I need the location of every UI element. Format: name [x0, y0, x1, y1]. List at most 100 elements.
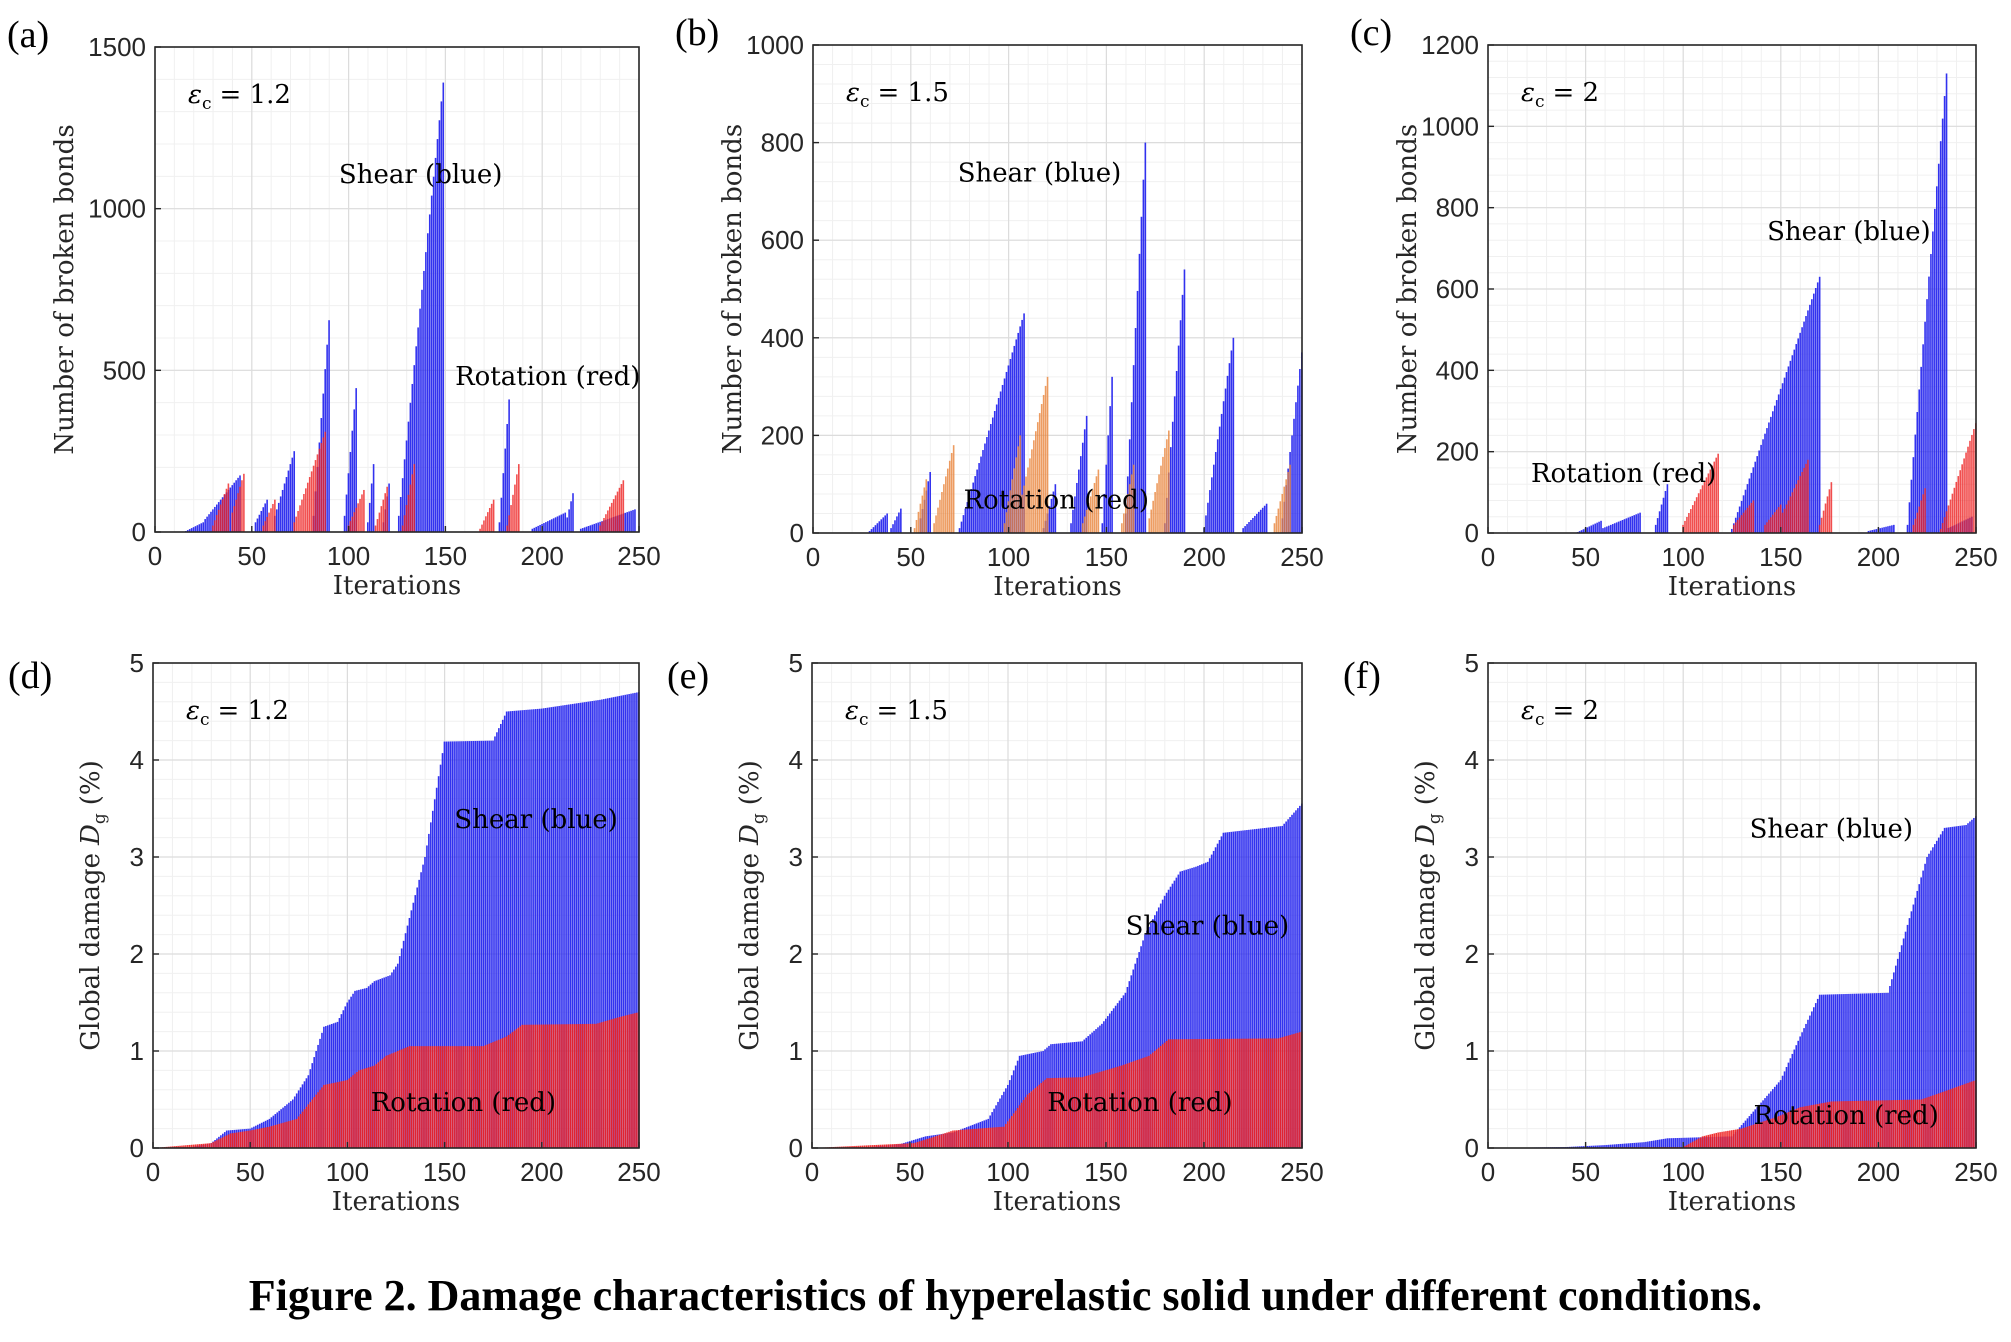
- bar: [1758, 450, 1760, 533]
- bar: [311, 1099, 314, 1148]
- bar: [1785, 1112, 1788, 1148]
- bar: [1613, 523, 1616, 533]
- bar: [583, 1023, 586, 1148]
- bar: [1033, 440, 1035, 533]
- bar: [1012, 1070, 1015, 1148]
- y-tick-label: 400: [1436, 355, 1479, 385]
- bar: [443, 741, 446, 1148]
- bar: [868, 531, 871, 533]
- bar: [1939, 834, 1942, 1148]
- bar: [411, 383, 414, 532]
- bar: [1183, 870, 1186, 1148]
- bar: [476, 1046, 479, 1148]
- bar: [1083, 429, 1086, 533]
- bar: [1713, 1133, 1716, 1148]
- bar: [1953, 1087, 1956, 1148]
- bar: [1699, 489, 1702, 533]
- bar: [1955, 1087, 1958, 1148]
- bar: [1891, 1100, 1893, 1148]
- bar: [1850, 993, 1852, 1148]
- bar: [301, 499, 303, 532]
- bar: [225, 488, 228, 532]
- bar: [1789, 496, 1792, 533]
- bar: [358, 1070, 360, 1148]
- bar: [409, 484, 412, 532]
- bar: [367, 986, 370, 1148]
- bar: [573, 703, 576, 1148]
- bar: [416, 1046, 419, 1148]
- bar: [870, 529, 873, 533]
- bar: [376, 519, 379, 532]
- bar: [1161, 899, 1164, 1148]
- bar: [445, 741, 448, 1148]
- bar: [1207, 502, 1209, 533]
- bar: [1167, 1039, 1170, 1148]
- bar: [599, 699, 601, 1148]
- bar: [1871, 1100, 1874, 1148]
- bar: [1643, 1142, 1645, 1148]
- bar: [1881, 1100, 1883, 1148]
- bar: [1838, 1101, 1840, 1148]
- bar: [579, 702, 582, 1148]
- bar: [968, 495, 971, 533]
- bar: [1169, 1039, 1172, 1148]
- bar: [281, 489, 284, 532]
- bar: [1916, 890, 1919, 1148]
- bar: [1887, 526, 1889, 533]
- bar: [1189, 1039, 1191, 1148]
- bar: [1254, 515, 1256, 533]
- bar: [628, 511, 630, 532]
- bar: [583, 527, 586, 532]
- bar: [1906, 1099, 1909, 1148]
- bar: [1756, 456, 1759, 533]
- bar: [922, 1140, 925, 1148]
- bar: [1175, 370, 1178, 533]
- bar: [1206, 861, 1209, 1148]
- bar: [396, 1051, 399, 1148]
- bar: [344, 1006, 347, 1148]
- bar: [470, 1046, 473, 1148]
- bar: [1224, 1038, 1227, 1148]
- bar: [375, 1063, 378, 1148]
- x-tick-label: 250: [617, 1157, 660, 1187]
- bar: [217, 509, 220, 532]
- bar: [938, 1135, 941, 1148]
- bar: [277, 502, 280, 532]
- bar: [1822, 994, 1825, 1148]
- bar: [1889, 1100, 1891, 1148]
- bar: [1795, 484, 1798, 533]
- bar: [459, 741, 461, 1148]
- bar: [1690, 1142, 1692, 1148]
- bar: [620, 484, 623, 532]
- bar: [1894, 965, 1897, 1148]
- bar: [1615, 522, 1618, 533]
- bar: [1703, 1135, 1706, 1148]
- bar: [1693, 501, 1696, 533]
- bar: [1259, 509, 1262, 533]
- bar: [558, 515, 561, 532]
- bar: [1201, 1039, 1203, 1148]
- bar: [860, 1145, 862, 1148]
- bar: [1085, 415, 1088, 533]
- bar: [258, 514, 261, 532]
- bar: [305, 488, 307, 532]
- bar: [966, 502, 969, 533]
- bar: [1267, 827, 1270, 1148]
- bar: [1830, 994, 1833, 1148]
- bar: [858, 1145, 860, 1148]
- bar: [1883, 1100, 1885, 1148]
- bar: [1085, 1076, 1088, 1148]
- bar: [1160, 465, 1162, 533]
- bar: [1787, 500, 1790, 533]
- bar: [548, 520, 551, 532]
- x-tick-label: 150: [423, 1157, 466, 1187]
- bar: [1684, 1145, 1686, 1148]
- bar: [1656, 1139, 1659, 1148]
- bar: [910, 1143, 913, 1148]
- bar: [1805, 1106, 1807, 1148]
- bar: [1807, 459, 1809, 533]
- bar: [1175, 1039, 1178, 1148]
- bar: [306, 482, 309, 532]
- bar: [1912, 457, 1915, 533]
- bar: [935, 515, 937, 533]
